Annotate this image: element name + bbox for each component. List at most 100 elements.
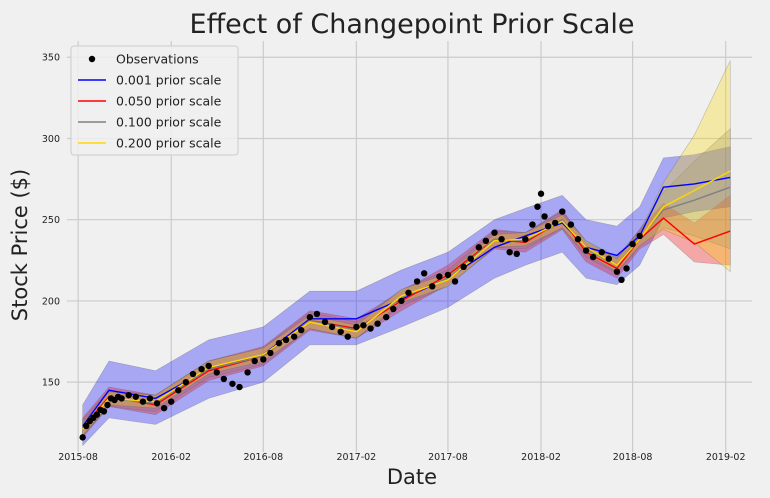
observation-point [360, 322, 367, 329]
legend-label: 0.001 prior scale [116, 73, 222, 88]
legend-marker [88, 55, 96, 63]
observation-point [251, 357, 258, 365]
observation-point [93, 411, 101, 418]
observation-point [405, 289, 412, 296]
observation-point [559, 208, 566, 215]
observation-point [629, 240, 636, 248]
observation-point [444, 271, 452, 279]
observation-point [139, 398, 147, 405]
y-tick-label: 300 [42, 134, 60, 145]
observation-point [534, 203, 541, 210]
observation-point [482, 237, 490, 245]
observation-point [244, 369, 251, 376]
y-tick-label: 200 [42, 296, 60, 307]
observation-point [636, 232, 643, 240]
observation-point [589, 253, 597, 261]
observation-point [290, 333, 298, 340]
x-tick-label: 2018-08 [613, 452, 653, 463]
observation-point [460, 263, 467, 271]
x-tick-label: 2017-02 [337, 452, 377, 463]
observation-point [275, 339, 283, 347]
x-tick-label: 2015-08 [58, 452, 98, 463]
observation-point [367, 325, 374, 332]
observation-point [100, 408, 108, 415]
observation-point [574, 235, 582, 243]
observation-point [491, 229, 498, 236]
observation-point [529, 221, 536, 228]
observation-point [498, 235, 505, 243]
observation-point [267, 349, 274, 357]
legend-label: 0.100 prior scale [116, 115, 222, 130]
y-axis-label: Stock Price ($) [8, 169, 32, 321]
x-tick-label: 2017-08 [428, 452, 468, 463]
observation-point [344, 333, 351, 340]
observation-point [125, 391, 132, 399]
observation-point [313, 310, 321, 318]
observation-point [613, 268, 621, 275]
observation-point [413, 278, 421, 285]
observation-point [168, 398, 175, 405]
observation-point [467, 255, 474, 262]
legend-label: 0.200 prior scale [116, 136, 222, 151]
observation-point [541, 213, 548, 220]
observation-point [146, 395, 154, 402]
observation-point [451, 278, 459, 285]
legend-box [70, 45, 239, 156]
y-tick-label: 350 [42, 53, 60, 64]
legend-label: 0.050 prior scale [116, 94, 222, 109]
observation-point [337, 328, 344, 335]
observation-point [132, 393, 140, 400]
observation-point [544, 222, 552, 230]
observation-point [306, 313, 314, 321]
observation-point [321, 318, 329, 326]
grid-lines [67, 41, 752, 452]
legend-label: Observations [116, 52, 199, 67]
observation-point [522, 235, 529, 243]
observation-point [298, 326, 305, 334]
observation-point [205, 362, 212, 370]
observation-point [229, 380, 236, 387]
observation-point [220, 375, 228, 383]
observation-point [118, 395, 125, 402]
observation-point [420, 270, 428, 277]
x-tick-label: 2016-08 [243, 452, 283, 463]
observation-point [160, 404, 168, 412]
observation-point [189, 370, 197, 378]
y-tick-labels: 150 200 250 300 350 [42, 53, 60, 389]
x-tick-label: 2016-02 [151, 452, 191, 463]
observation-point [213, 369, 220, 376]
observation-point [374, 320, 381, 327]
observation-point [83, 422, 90, 430]
observation-point [552, 219, 559, 227]
legend: Observations 0.001 prior scale 0.050 prior… [70, 45, 239, 156]
observation-point [605, 255, 613, 262]
observation-point [236, 383, 243, 391]
observation-point [282, 336, 290, 344]
observation-point [429, 283, 436, 290]
observation-point [618, 276, 625, 284]
observation-point [537, 190, 545, 197]
observation-point [390, 305, 397, 313]
x-axis-label: Date [387, 465, 437, 489]
y-tick-label: 250 [42, 215, 60, 226]
observation-point [623, 265, 630, 272]
observation-point [598, 248, 605, 256]
observation-point [567, 221, 575, 228]
observation-point [104, 401, 111, 409]
observation-point [182, 378, 190, 386]
observation-point [513, 250, 520, 258]
x-tick-label: 2018-02 [521, 452, 561, 463]
observation-point [436, 273, 443, 280]
observation-point [582, 247, 590, 254]
observation-point [260, 356, 267, 363]
observation-point [398, 297, 405, 305]
observation-point [153, 400, 161, 407]
observation-point [79, 434, 86, 441]
chart-title: Effect of Changepoint Prior Scale [190, 9, 635, 40]
observation-point [328, 323, 336, 331]
x-tick-labels: 2015-08 2016-02 2016-08 2017-02 2017-08 2018-… [58, 452, 745, 463]
observations-points [79, 190, 643, 441]
observation-point [383, 313, 390, 321]
